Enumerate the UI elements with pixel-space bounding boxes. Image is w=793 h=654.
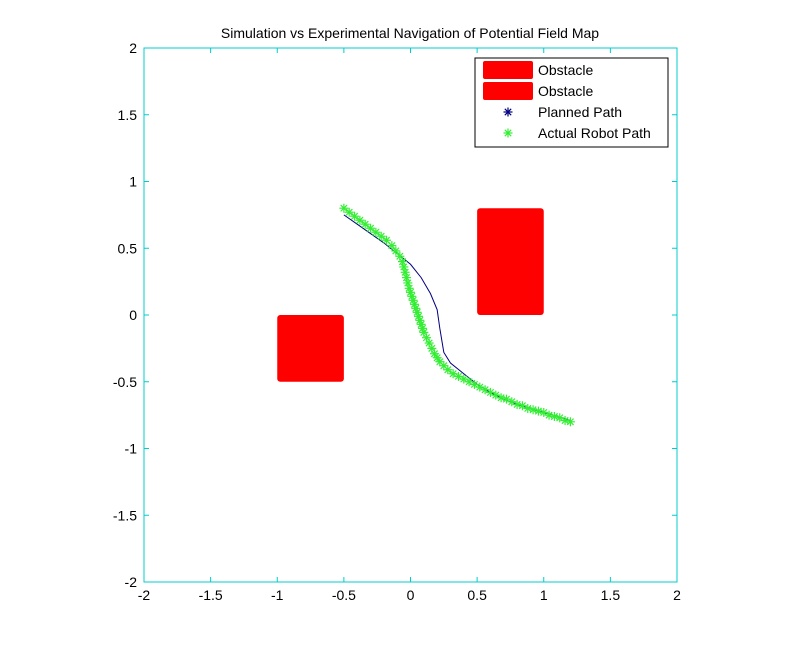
actual-path-point: [404, 283, 414, 293]
actual-path-point: [417, 323, 427, 333]
x-tick-label: 1: [540, 587, 548, 603]
actual-path-point: [371, 227, 381, 237]
actual-path-point: [360, 219, 370, 229]
actual-path-point: [382, 235, 392, 245]
legend-entry: Planned Path: [503, 104, 622, 120]
actual-path-point: [399, 262, 409, 272]
actual-path-point: [409, 299, 419, 309]
y-tick-label: 0: [129, 307, 137, 323]
plot-area: [277, 203, 575, 427]
legend-swatch: [483, 82, 533, 100]
legend-items: Obstacle Obstacle Planned Path Actual Robot…: [483, 61, 651, 141]
x-tick-label: -1: [271, 587, 284, 603]
actual-path-point: [424, 338, 434, 348]
legend-swatch: [483, 61, 533, 79]
chart-title: Simulation vs Experimental Navigation of…: [221, 25, 599, 41]
actual-path-point: [339, 203, 349, 213]
y-tick-label: -1: [125, 441, 138, 457]
legend-label: Obstacle: [538, 62, 593, 78]
legend-label: Obstacle: [538, 83, 593, 99]
obstacle-2: [477, 208, 544, 315]
y-tick-label: -1.5: [113, 507, 137, 523]
legend: Obstacle Obstacle Planned Path Actual Robot…: [474, 57, 669, 148]
actual-path-point: [402, 273, 412, 283]
x-tick-label: 1.5: [601, 587, 621, 603]
actual-path-point: [565, 417, 575, 427]
x-tick-label: 2: [673, 587, 681, 603]
actual-path-point: [400, 267, 410, 277]
legend-entry: Actual Robot Path: [503, 125, 651, 141]
y-tick-label: 0.5: [118, 240, 138, 256]
actual-path-point: [549, 411, 559, 421]
actual-path-point: [350, 211, 360, 221]
actual-path-point: [355, 215, 365, 225]
actual-path-point: [411, 303, 421, 313]
actual-path-point: [416, 319, 426, 329]
x-tick-label: -1.5: [199, 587, 223, 603]
y-tick-label: -2: [125, 574, 138, 590]
actual-path-point: [427, 343, 437, 353]
legend-swatch: [503, 128, 513, 138]
actual-robot-path-layer: [339, 203, 575, 427]
actual-path-point: [387, 241, 397, 251]
actual-path-point: [560, 415, 570, 425]
actual-path-point: [523, 403, 533, 413]
actual-path-point: [376, 231, 386, 241]
axes: -2 -1.5 -1 -0.5 0 0.5 1 1.5 2 -2 -1.5 -1 -0.5 0 0.5 1 1…: [113, 40, 681, 603]
actual-path-point: [443, 365, 453, 375]
y-tick-label: 2: [129, 40, 137, 56]
x-tick-label: 0: [407, 587, 415, 603]
x-tick-label: -0.5: [332, 587, 356, 603]
actual-path-point: [344, 207, 354, 217]
legend-swatch: [503, 107, 513, 117]
y-tick-label: 1.5: [118, 107, 138, 123]
actual-path-point: [533, 406, 543, 416]
y-axis-ticks: -2 -1.5 -1 -0.5 0 0.5 1 1.5 2: [113, 40, 677, 590]
legend-label: Actual Robot Path: [538, 125, 651, 141]
y-tick-label: -0.5: [113, 374, 137, 390]
actual-path-point: [403, 278, 413, 288]
legend-entry: Obstacle: [483, 82, 593, 100]
actual-path-point: [528, 405, 538, 415]
obstacles-layer: [277, 208, 544, 382]
actual-path-point: [391, 246, 401, 256]
legend-entry: Obstacle: [483, 61, 593, 79]
x-axis-ticks: -2 -1.5 -1 -0.5 0 0.5 1 1.5 2: [138, 48, 681, 603]
obstacle-1: [277, 315, 344, 382]
actual-path-point: [366, 223, 376, 233]
actual-path-point: [491, 390, 501, 400]
x-tick-label: 0.5: [467, 587, 487, 603]
legend-label: Planned Path: [538, 104, 622, 120]
actual-path-point: [398, 257, 408, 267]
actual-path-point: [544, 410, 554, 420]
actual-path-point: [512, 399, 522, 409]
x-tick-label: -2: [138, 587, 151, 603]
y-tick-label: 1: [129, 174, 137, 190]
actual-path-point: [496, 393, 506, 403]
